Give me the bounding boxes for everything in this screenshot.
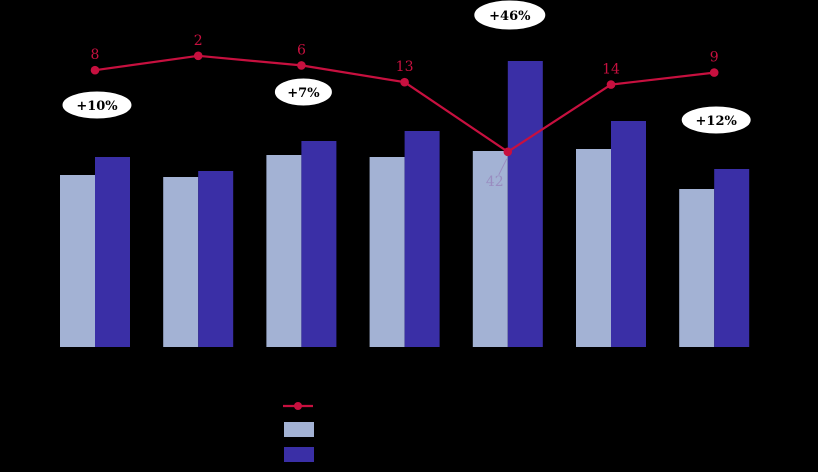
bar-dark-5 (611, 121, 646, 347)
bar-dark-1 (198, 171, 234, 347)
line-label-6: 9 (710, 50, 719, 66)
bar-light-1 (163, 177, 199, 347)
line-point-0 (90, 65, 100, 75)
callout-text-0: +10% (76, 99, 118, 114)
callout-text-1: +7% (287, 86, 320, 101)
legend-line-dot (294, 402, 302, 410)
line-point-1 (193, 51, 203, 61)
callout-ellipse-0 (62, 91, 132, 119)
bar-light-0 (60, 175, 95, 347)
legend-swatch-bar-dark (284, 447, 314, 462)
bar-light-3 (369, 157, 405, 347)
callout-text-3: +12% (696, 114, 738, 129)
legend-swatch-bar-light (284, 422, 314, 437)
line-label-2: 6 (297, 42, 306, 58)
line-label-0: 8 (91, 47, 100, 63)
callout-ellipse-1 (274, 78, 332, 106)
line-point-4 (503, 147, 513, 157)
bar-dark-3 (404, 131, 440, 347)
bar-dark-2 (301, 141, 337, 347)
line-point-3 (400, 77, 409, 87)
line-label-4: 42 (486, 174, 504, 190)
outlier-connector (498, 158, 508, 176)
bar-light-6 (679, 189, 715, 347)
bar-light-5 (576, 149, 611, 347)
bar-dark-6 (714, 169, 750, 347)
bar-dark-0 (95, 157, 130, 347)
line-point-5 (606, 80, 616, 89)
callout-ellipse-3 (681, 106, 751, 134)
line-label-5: 14 (602, 62, 620, 78)
callout-text-2: +46% (489, 9, 531, 24)
line-label-1: 2 (194, 33, 203, 49)
line-label-3: 13 (396, 59, 414, 75)
callout-ellipse-2 (474, 0, 546, 30)
bar-light-2 (266, 155, 302, 347)
line-point-2 (297, 61, 306, 70)
bar-dark-4 (507, 61, 543, 347)
bar-light-4 (472, 151, 508, 347)
line-point-6 (709, 68, 719, 77)
